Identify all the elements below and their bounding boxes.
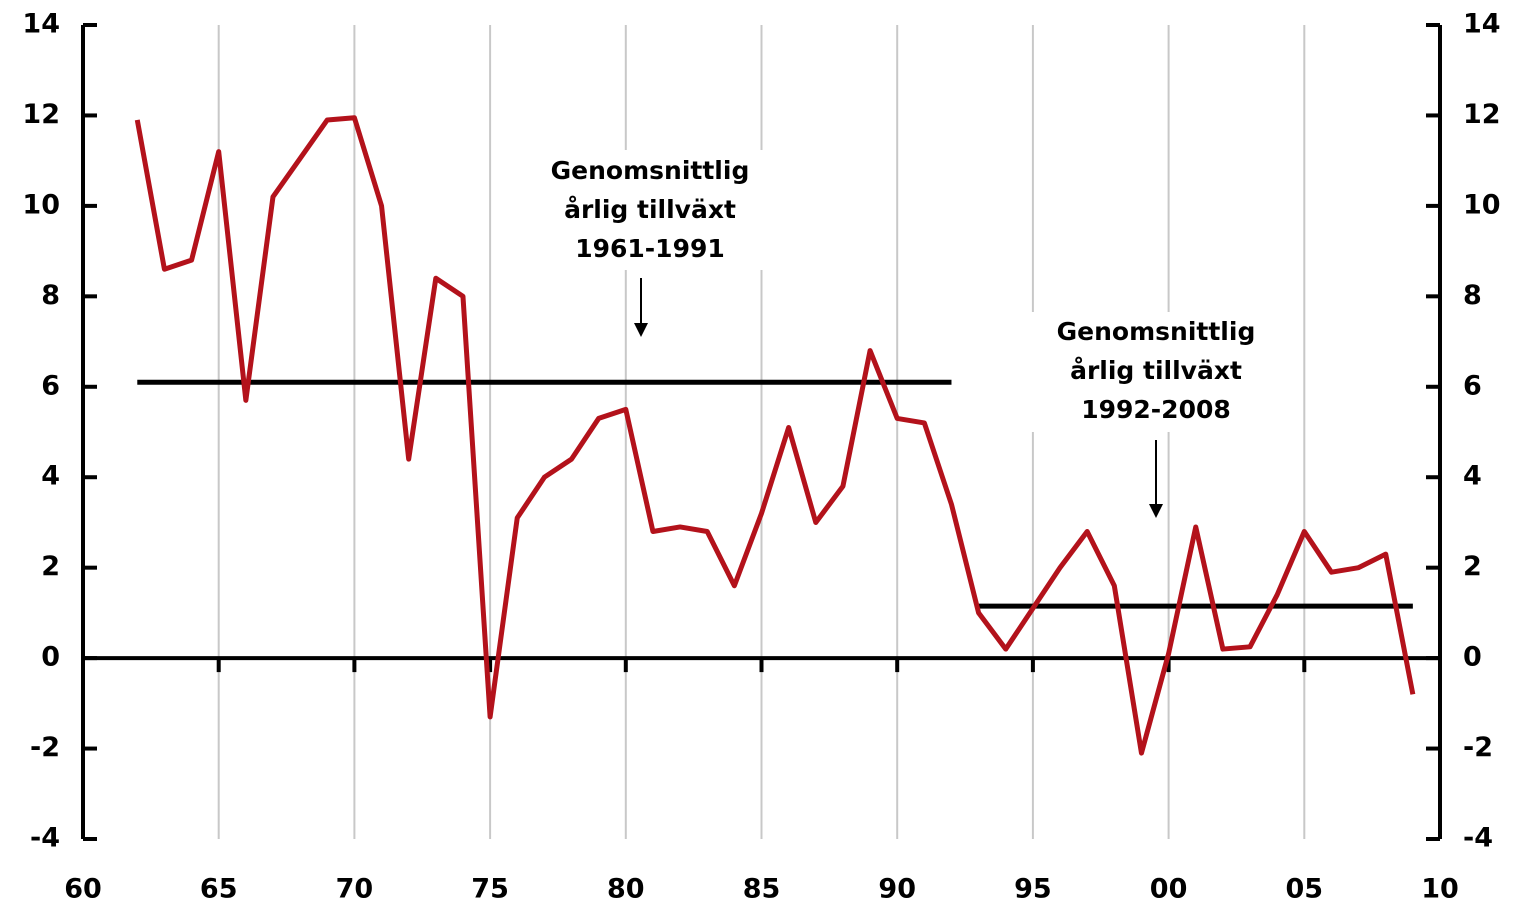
annotation-text: årlig tillväxt (564, 195, 736, 224)
x-tick-label: 90 (878, 874, 916, 905)
y-tick-label: 0 (41, 642, 60, 673)
y-tick-label: 2 (41, 551, 60, 582)
y-tick-label: 12 (22, 99, 60, 130)
x-tick-label: 75 (471, 874, 509, 905)
y2-tick-label: 12 (1463, 99, 1501, 130)
annotation-text: 1961-1991 (575, 234, 725, 263)
y-tick-label: 8 (41, 280, 60, 311)
y2-tick-label: 0 (1463, 642, 1482, 673)
x-tick-label: 80 (607, 874, 645, 905)
arrow-head (634, 323, 648, 337)
y2-tick-label: 6 (1463, 370, 1482, 401)
x-tick-label: 65 (200, 874, 238, 905)
x-tick-label: 95 (1014, 874, 1052, 905)
y2-tick-label: 8 (1463, 280, 1482, 311)
y2-tick-label: 14 (1463, 9, 1501, 40)
plot: 60 65 70 75 80 85 90 95 00 05 10-4 -4-2 -20 02 24 46 68 8… (22, 9, 1500, 905)
y-tick-label: 14 (22, 9, 60, 40)
y-tick-label: -4 (30, 823, 60, 854)
x-tick-label: 00 (1150, 874, 1188, 905)
annotation-box (520, 150, 770, 270)
y2-tick-label: 10 (1463, 189, 1501, 220)
annotation-box (1030, 312, 1280, 432)
y2-tick-label: -2 (1463, 732, 1493, 763)
annotation: Genomsnittlig årlig tillväxt 1961-1991 (520, 150, 770, 270)
annotation-text: årlig tillväxt (1070, 356, 1242, 385)
series-line (134, 115, 1416, 756)
y-tick-label: 10 (22, 189, 60, 220)
y2-tick-label: 2 (1463, 551, 1482, 582)
y-tick-label: -2 (30, 732, 60, 763)
y2-tick-label: 4 (1463, 461, 1482, 492)
annotation-text: 1992-2008 (1081, 395, 1231, 424)
annotation-text: Genomsnittlig (551, 156, 750, 185)
annotation-text: Genomsnittlig (1057, 317, 1256, 346)
arrow-head (1149, 504, 1163, 518)
x-tick-label: 10 (1421, 874, 1459, 905)
y2-tick-label: -4 (1463, 823, 1493, 854)
y-tick-label: 4 (41, 461, 60, 492)
x-tick-label: 85 (743, 874, 781, 905)
y-tick-label: 6 (41, 370, 60, 401)
x-tick-label: 60 (64, 874, 102, 905)
x-tick-label: 70 (336, 874, 374, 905)
x-tick-label: 05 (1286, 874, 1324, 905)
annotation: Genomsnittlig årlig tillväxt 1992-2008 (1030, 312, 1280, 432)
